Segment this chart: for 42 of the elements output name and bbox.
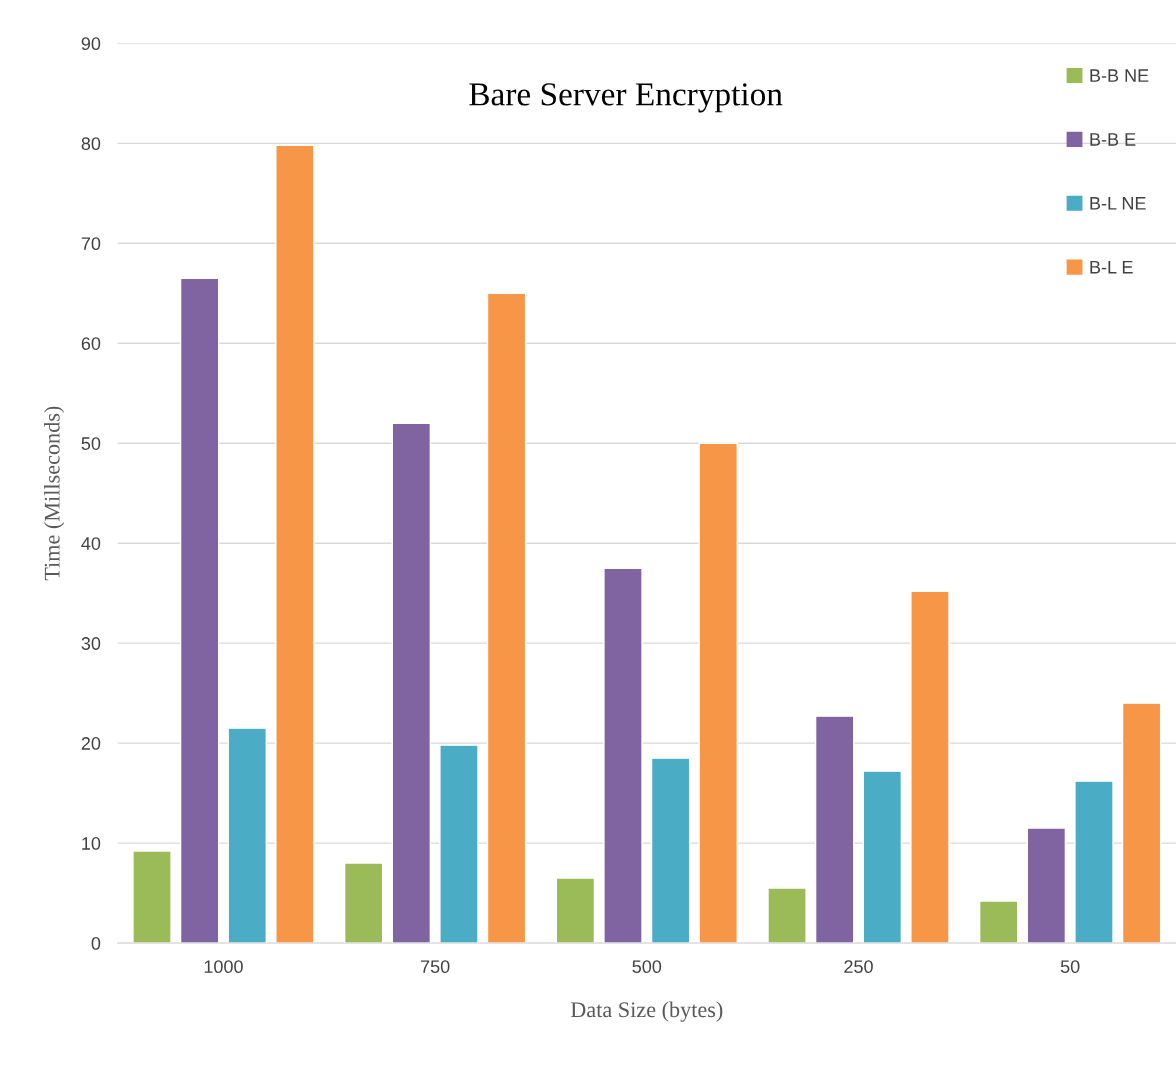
legend-label: B-B NE xyxy=(1090,69,1149,82)
bar xyxy=(486,292,527,944)
x-tick-label: 500 xyxy=(632,960,662,974)
x-tick-label: 1000 xyxy=(204,960,243,974)
legend-label: B-B E xyxy=(1090,133,1136,146)
bar xyxy=(650,757,691,944)
y-tick-label: 90 xyxy=(81,37,101,51)
bar xyxy=(227,727,268,944)
bar xyxy=(391,422,432,944)
x-tick-label: 50 xyxy=(1060,960,1080,974)
bar xyxy=(439,744,479,944)
bar xyxy=(698,442,738,944)
y-axis-title: Time (Millseconds) xyxy=(44,406,65,581)
y-tick-label: 30 xyxy=(81,637,101,650)
bar xyxy=(1026,827,1067,944)
bar xyxy=(275,144,315,944)
legend-label: B-L NE xyxy=(1090,197,1146,210)
legend-label: B-L E xyxy=(1090,260,1133,274)
bar xyxy=(1121,702,1162,944)
y-tick-label: 80 xyxy=(81,137,101,151)
y-tick-label: 0 xyxy=(91,937,101,950)
bar xyxy=(910,590,950,944)
bar xyxy=(862,770,903,944)
bar xyxy=(179,277,220,944)
bar xyxy=(814,715,855,944)
bar xyxy=(1074,780,1114,944)
bar xyxy=(767,887,807,944)
bar xyxy=(978,900,1019,944)
y-tick-label: 40 xyxy=(81,537,101,550)
bar xyxy=(555,877,596,944)
y-tick-label: 50 xyxy=(81,437,101,450)
y-tick-label: 10 xyxy=(82,837,101,850)
text: Bare Server Encryption xyxy=(469,83,783,113)
x-tick-label: 250 xyxy=(844,960,873,974)
y-tick-label: 70 xyxy=(81,237,101,251)
y-tick-label: 60 xyxy=(81,337,101,350)
bar xyxy=(603,567,643,944)
bar xyxy=(343,862,384,944)
y-tick-label: 20 xyxy=(81,737,101,750)
x-tick-label: 750 xyxy=(420,960,450,974)
x-axis-title: Data Size (bytes) xyxy=(570,1001,723,1022)
bar xyxy=(132,850,172,944)
